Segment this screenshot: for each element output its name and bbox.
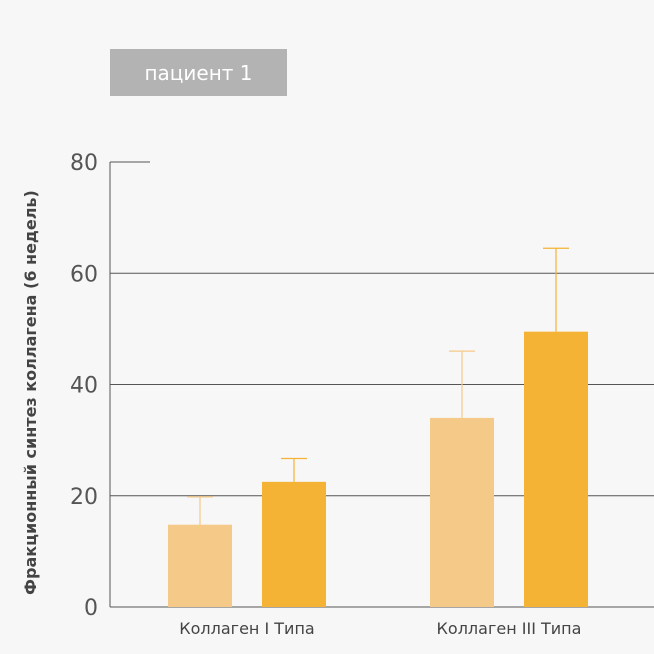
x-category-label: Коллаген I Типа [179, 619, 314, 638]
y-tick-label: 80 [70, 151, 98, 176]
bar-1-1 [524, 331, 588, 607]
x-category-label: Коллаген III Типа [437, 619, 582, 638]
y-tick-label: 20 [70, 485, 98, 510]
legend-badge-patient: пациент 1 [110, 49, 287, 96]
y-tick-label: 0 [84, 596, 98, 621]
y-tick-label: 40 [70, 374, 98, 399]
bar-0-1 [262, 481, 326, 607]
y-tick-label: 60 [70, 262, 98, 287]
bar-1-0 [430, 417, 494, 607]
y-axis-title: Фракционный синтез коллагена (6 недель) [21, 190, 40, 595]
legend-label: пациент 1 [144, 60, 253, 85]
bar-0-0 [168, 524, 232, 607]
